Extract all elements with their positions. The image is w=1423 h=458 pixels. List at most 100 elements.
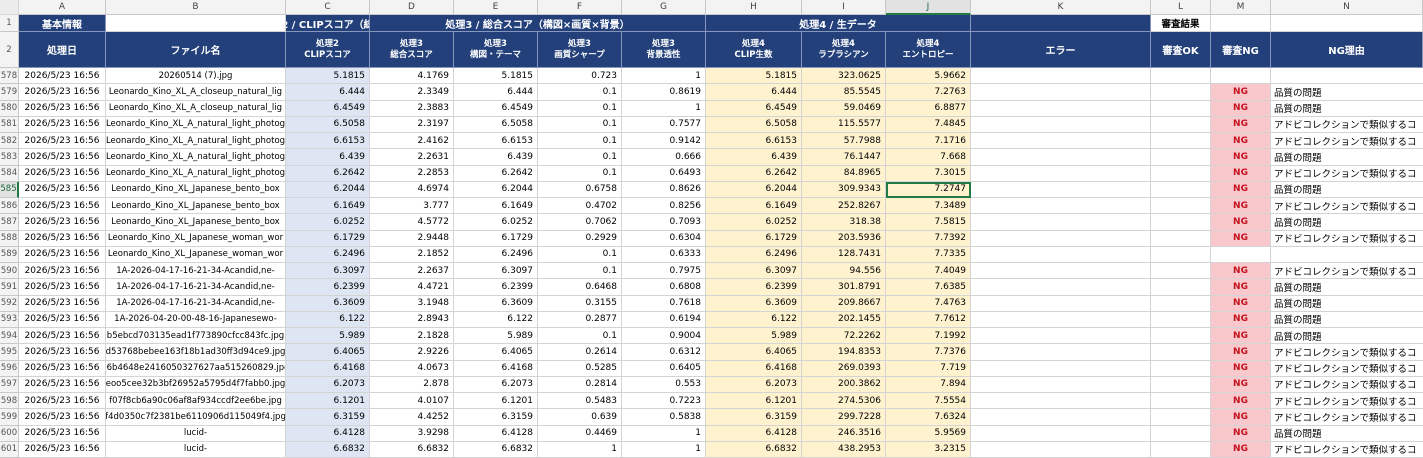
cell-composition[interactable]: 6.2399 [454, 279, 538, 296]
cell-clip-raw[interactable]: 6.6153 [706, 133, 802, 150]
cell-review-ok[interactable] [1151, 165, 1211, 182]
cell-review-ok[interactable] [1151, 263, 1211, 280]
cell-laplacian[interactable]: 299.7228 [802, 409, 886, 426]
cell-ng-reason[interactable]: 品質の問題 [1271, 214, 1423, 231]
cell-sharpness[interactable]: 0.723 [538, 68, 622, 85]
cell-error[interactable] [971, 311, 1151, 328]
cell-total-score[interactable]: 2.3349 [370, 84, 454, 101]
cell-date[interactable]: 2026/5/23 16:56 [19, 165, 106, 182]
cell-clip-score[interactable]: 5.1815 [286, 68, 370, 85]
ng-badge[interactable]: NG [1211, 441, 1271, 458]
basic-info-header[interactable]: 基本情報 [19, 15, 106, 32]
cell-clip-score[interactable]: 6.0252 [286, 214, 370, 231]
cell-clip-raw[interactable]: 6.3097 [706, 263, 802, 280]
cell-date[interactable]: 2026/5/23 16:56 [19, 100, 106, 117]
cell-date[interactable]: 2026/5/23 16:56 [19, 230, 106, 247]
cell-laplacian[interactable]: 252.8267 [802, 198, 886, 215]
cell-total-score[interactable]: 4.4252 [370, 409, 454, 426]
cell-error[interactable] [971, 409, 1151, 426]
cell-clip-score[interactable]: 6.122 [286, 311, 370, 328]
cell-clip-raw[interactable]: 6.3609 [706, 295, 802, 312]
cell-entropy[interactable]: 3.2315 [886, 441, 971, 458]
clip-raw-header[interactable]: 処理4 CLIP生数 [706, 32, 802, 68]
cell-background[interactable]: 0.553 [622, 376, 706, 393]
cell-laplacian[interactable]: 94.556 [802, 263, 886, 280]
ng-badge[interactable]: NG [1211, 198, 1271, 215]
cell-ng-reason[interactable]: 品質の問題 [1271, 84, 1423, 101]
ng-badge[interactable]: NG [1211, 344, 1271, 361]
row-header[interactable]: 591 [0, 279, 19, 296]
cell-date[interactable]: 2026/5/23 16:56 [19, 441, 106, 458]
background-transparency-header[interactable]: 処理3 背景透性 [622, 32, 706, 68]
cell-composition[interactable]: 6.3097 [454, 263, 538, 280]
ng-badge[interactable]: NG [1211, 100, 1271, 117]
cell-filename[interactable]: Leonardo_Kino_XL_Japanese_bento_box [106, 181, 286, 198]
column-header-f[interactable]: F [538, 0, 622, 15]
cell-clip-raw[interactable]: 5.989 [706, 328, 802, 345]
cell-total-score[interactable]: 2.9448 [370, 230, 454, 247]
cell-clip-raw[interactable]: 6.2044 [706, 181, 802, 198]
cell-review-ok[interactable] [1151, 116, 1211, 133]
cell-error[interactable] [971, 165, 1151, 182]
cell-error[interactable] [971, 328, 1151, 345]
proc3-group-header[interactable]: 処理3 / 総合スコア（構図×画質×背景） [370, 15, 706, 32]
cell-entropy[interactable]: 7.3489 [886, 198, 971, 215]
cell-filename[interactable]: 1A-2026-04-17-16-21-34-Acandid,ne- [106, 295, 286, 312]
column-header-j[interactable]: J [886, 0, 971, 15]
cell-error[interactable] [971, 376, 1151, 393]
cell-composition[interactable]: 6.2044 [454, 181, 538, 198]
cell-total-score[interactable]: 2.2637 [370, 263, 454, 280]
cell-composition[interactable]: 6.439 [454, 149, 538, 166]
cell-entropy[interactable]: 7.2763 [886, 84, 971, 101]
cell-entropy[interactable]: 6.8877 [886, 100, 971, 117]
cell-laplacian[interactable]: 194.8353 [802, 344, 886, 361]
cell-laplacian[interactable]: 323.0625 [802, 68, 886, 85]
cell-clip-score[interactable]: 6.2399 [286, 279, 370, 296]
cell-date[interactable]: 2026/5/23 16:56 [19, 246, 106, 263]
cell-date[interactable]: 2026/5/23 16:56 [19, 198, 106, 215]
cell-background[interactable]: 0.6808 [622, 279, 706, 296]
cell-clip-score[interactable]: 6.2073 [286, 376, 370, 393]
cell-total-score[interactable]: 2.3197 [370, 116, 454, 133]
cell-laplacian[interactable]: 115.5577 [802, 116, 886, 133]
cell-clip-score[interactable]: 6.1729 [286, 230, 370, 247]
entropy-header[interactable]: 処理4 エントロピー [886, 32, 971, 68]
cell-error[interactable] [971, 133, 1151, 150]
cell-clip-raw[interactable]: 6.4128 [706, 425, 802, 442]
ng-badge[interactable]: NG [1211, 133, 1271, 150]
row-header[interactable]: 588 [0, 230, 19, 247]
cell-background[interactable]: 0.8619 [622, 84, 706, 101]
cell-sharpness[interactable]: 0.2929 [538, 230, 622, 247]
cell-composition[interactable]: 5.1815 [454, 68, 538, 85]
row-header[interactable]: 584 [0, 165, 19, 182]
cell-clip-raw[interactable]: 6.439 [706, 149, 802, 166]
cell-composition[interactable]: 6.1729 [454, 230, 538, 247]
cell-ng-reason[interactable]: アドビコレクションで類似するコ [1271, 198, 1423, 215]
cell-ng-reason[interactable]: 品質の問題 [1271, 296, 1423, 312]
cell-ng-reason[interactable]: アドビコレクションで類似するコ [1271, 393, 1423, 410]
cell-background[interactable]: 1 [622, 68, 706, 85]
cell-review-ok[interactable] [1151, 425, 1211, 442]
cell-date[interactable]: 2026/5/23 16:56 [19, 149, 106, 166]
cell-clip-score[interactable]: 6.3097 [286, 263, 370, 280]
cell-background[interactable]: 0.8626 [622, 181, 706, 198]
laplacian-header[interactable]: 処理4 ラプラシアン [802, 32, 886, 68]
cell-background[interactable]: 1 [622, 441, 706, 458]
ng-badge[interactable]: NG [1211, 311, 1271, 328]
ng-badge[interactable]: NG [1211, 149, 1271, 166]
cell-clip-score[interactable]: 6.4549 [286, 100, 370, 117]
row-header[interactable]: 587 [0, 214, 19, 231]
cell-background[interactable]: 0.5838 [622, 409, 706, 426]
cell-laplacian[interactable]: 318.38 [802, 214, 886, 231]
cell-review-ok[interactable] [1151, 393, 1211, 410]
cell-review-ok[interactable] [1151, 68, 1211, 85]
cell-review-ok[interactable] [1151, 441, 1211, 458]
cell-composition[interactable]: 6.444 [454, 84, 538, 101]
cell-background[interactable]: 0.9004 [622, 328, 706, 345]
row-header[interactable]: 590 [0, 263, 19, 280]
cell-ng-reason[interactable]: アドビコレクションで類似するコ [1271, 377, 1423, 393]
cell-date[interactable]: 2026/5/23 16:56 [19, 214, 106, 231]
cell-entropy[interactable]: 5.9662 [886, 68, 971, 85]
cell-ng-reason[interactable]: 品質の問題 [1271, 328, 1423, 345]
cell-filename[interactable]: lucid- [106, 441, 286, 458]
